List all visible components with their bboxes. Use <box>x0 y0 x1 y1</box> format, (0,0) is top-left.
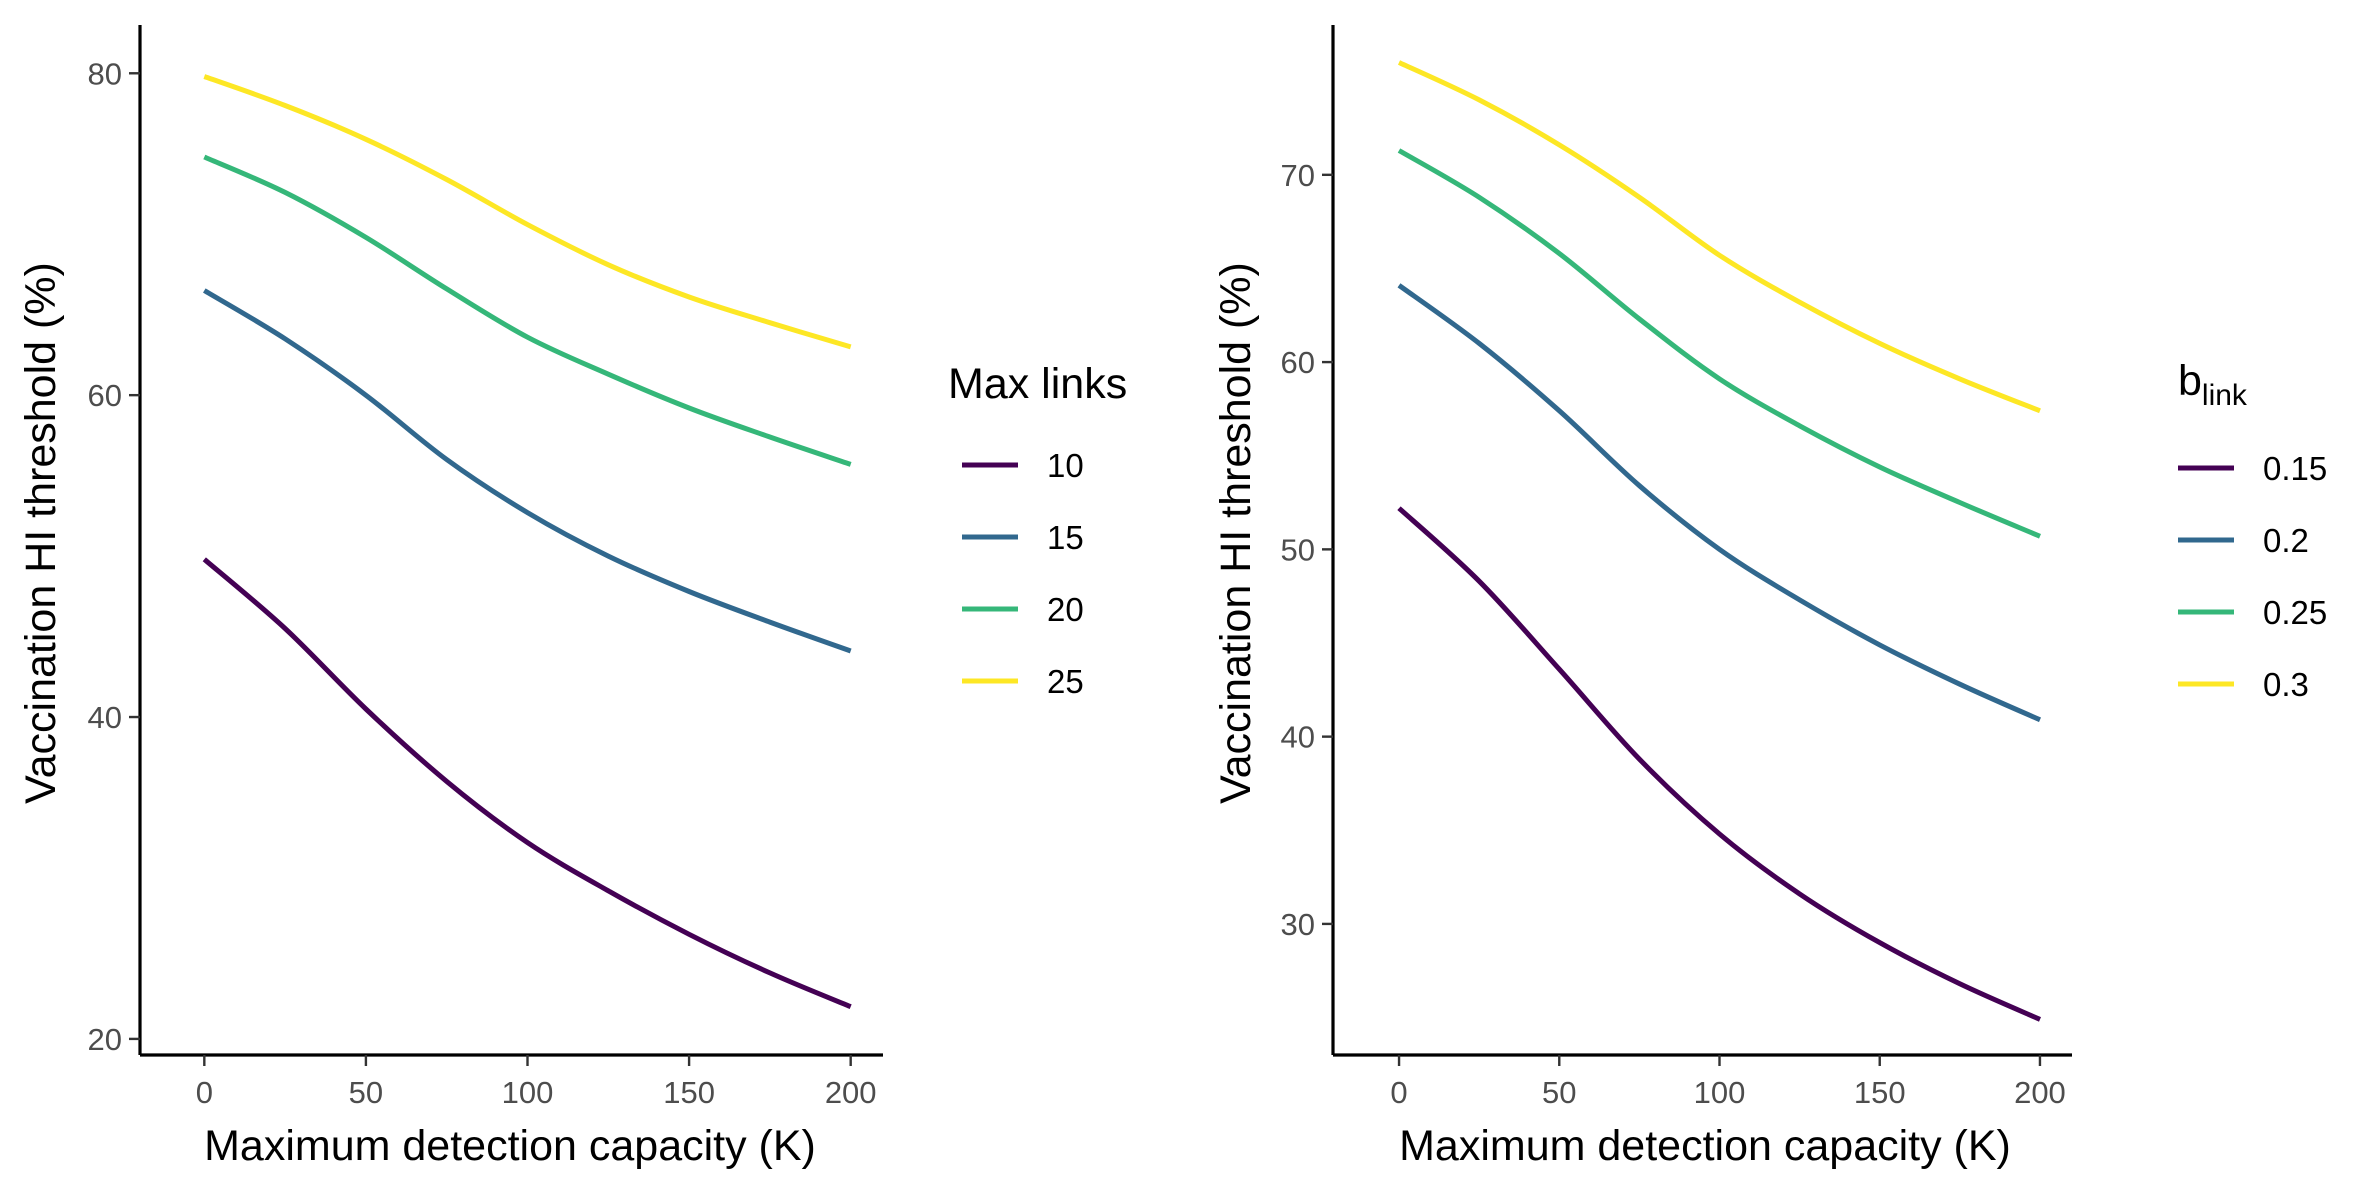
series-line-0.25 <box>1397 148 2041 539</box>
y-tick-label: 50 <box>1281 532 1315 567</box>
x-axis-title: Maximum detection capacity (K) <box>1399 1122 2011 1170</box>
y-tick-label: 60 <box>1281 345 1315 380</box>
legend: blink 0.15 0.2 0.25 0.3 <box>2178 357 2327 703</box>
legend: Max links 10 15 20 25 <box>948 360 1127 700</box>
legend-label-25: 25 <box>1047 663 1084 700</box>
legend-title: blink <box>2178 357 2248 412</box>
x-tick-label: 50 <box>349 1075 383 1110</box>
y-tick-label: 60 <box>88 378 122 413</box>
y-tick-label: 20 <box>88 1022 122 1057</box>
y-tick-label: 40 <box>1281 720 1315 755</box>
x-tick-label: 0 <box>196 1075 213 1110</box>
legend-title-main: b <box>2178 357 2202 405</box>
y-tick-label: 40 <box>88 700 122 735</box>
x-tick-label: 100 <box>502 1075 554 1110</box>
legend-title-subscript: link <box>2202 379 2248 412</box>
y-tick-label: 70 <box>1281 158 1315 193</box>
legend-label-20: 20 <box>1047 591 1084 628</box>
legend-label-0.2: 0.2 <box>2263 522 2309 559</box>
y-tick-label: 30 <box>1281 907 1315 942</box>
x-tick-label: 50 <box>1542 1075 1576 1110</box>
legend-title-main: Max links <box>948 360 1127 408</box>
x-tick-label: 200 <box>2014 1075 2066 1110</box>
legend-label-10: 10 <box>1047 447 1084 484</box>
legend-label-0.15: 0.15 <box>2263 450 2327 487</box>
panel-right: Maximum detection capacity (K) Vaccinati… <box>1212 25 2327 1170</box>
legend-label-0.25: 0.25 <box>2263 594 2327 631</box>
x-tick-label: 150 <box>1854 1075 1906 1110</box>
series-line-15 <box>203 288 852 654</box>
legend-title: Max links <box>948 360 1127 408</box>
legend-label-0.3: 0.3 <box>2263 666 2309 703</box>
x-tick-label: 0 <box>1390 1075 1407 1110</box>
x-tick-label: 150 <box>663 1075 715 1110</box>
y-tick-label: 80 <box>88 56 122 91</box>
series-line-0.2 <box>1397 283 2042 723</box>
y-axis-title: Vaccination HI threshold (%) <box>17 262 65 804</box>
y-axis-title: Vaccination HI threshold (%) <box>1212 262 1260 804</box>
series-line-20 <box>203 154 852 467</box>
legend-label-15: 15 <box>1047 519 1084 556</box>
x-tick-label: 100 <box>1694 1075 1746 1110</box>
x-tick-label: 200 <box>825 1075 877 1110</box>
series-line-0.3 <box>1397 60 2041 414</box>
series-line-25 <box>203 74 852 350</box>
series-line-0.15 <box>1397 506 2042 1022</box>
panel-left: Maximum detection capacity (K) Vaccinati… <box>17 25 1127 1170</box>
x-axis-title: Maximum detection capacity (K) <box>204 1122 816 1170</box>
series-line-10 <box>202 557 852 1010</box>
